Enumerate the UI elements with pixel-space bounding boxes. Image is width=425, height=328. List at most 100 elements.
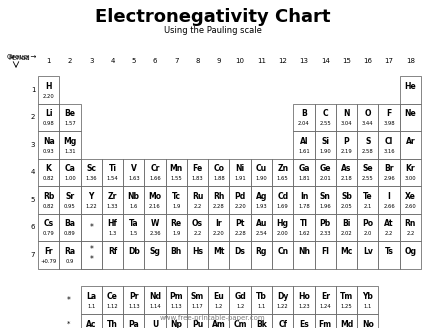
Bar [81,286,102,314]
Text: Tc: Tc [172,192,181,201]
Bar [208,214,230,241]
Bar [357,104,378,131]
Bar [102,158,123,186]
Text: 1.00: 1.00 [64,176,76,181]
Text: Ir: Ir [215,219,222,228]
Text: N: N [343,109,350,118]
Text: www.free-printable-paper.com: www.free-printable-paper.com [160,315,265,321]
Text: S: S [365,137,371,146]
Text: 1.66: 1.66 [149,176,161,181]
Text: Cf: Cf [278,319,287,328]
Text: Na: Na [43,137,54,146]
Text: Ge: Ge [320,164,331,173]
Text: 1.90: 1.90 [255,176,267,181]
Text: +0.79: +0.79 [40,258,57,264]
Text: 1.24: 1.24 [319,304,331,309]
Bar [293,131,314,158]
Text: 1.57: 1.57 [64,121,76,126]
Bar [336,286,357,314]
Bar [251,286,272,314]
Bar [230,241,251,269]
Bar [357,214,378,241]
Text: 0.98: 0.98 [43,121,54,126]
Text: 1.5: 1.5 [130,231,138,236]
Text: 10: 10 [235,58,245,64]
Text: Re: Re [171,219,182,228]
Text: P: P [344,137,349,146]
Bar [123,314,144,328]
Text: Using the Pauling scale: Using the Pauling scale [164,26,261,35]
Text: Yb: Yb [363,292,373,301]
Bar [293,186,314,214]
Bar [336,131,357,158]
Bar [230,158,251,186]
Text: Br: Br [384,164,394,173]
Bar [293,214,314,241]
Bar [123,286,144,314]
Bar [59,104,81,131]
Text: Rg: Rg [256,247,267,256]
Bar [81,214,102,241]
Bar [336,214,357,241]
Text: 2.18: 2.18 [341,176,352,181]
Text: F: F [386,109,392,118]
Text: Be: Be [65,109,75,118]
Text: Period: Period [8,55,30,61]
Text: Lv: Lv [363,247,373,256]
Text: 2.36: 2.36 [149,231,161,236]
Text: 2.19: 2.19 [341,149,352,154]
Text: 1.33: 1.33 [107,204,118,209]
Bar [293,286,314,314]
Bar [251,214,272,241]
Text: Hg: Hg [277,219,289,228]
Text: 18: 18 [406,58,415,64]
Text: 2.00: 2.00 [277,231,289,236]
Text: Pb: Pb [320,219,331,228]
Bar [81,186,102,214]
Text: Np: Np [170,319,182,328]
Text: H: H [45,82,52,91]
Text: Sg: Sg [150,247,161,256]
Bar [314,158,336,186]
Text: 1.61: 1.61 [298,149,310,154]
Bar [166,241,187,269]
Text: In: In [300,192,308,201]
Text: Ne: Ne [405,109,416,118]
Text: Ti: Ti [108,164,116,173]
Bar [59,158,81,186]
Bar [102,286,123,314]
Text: Fm: Fm [319,319,332,328]
Text: 2.55: 2.55 [319,121,331,126]
Bar [357,186,378,214]
Text: 1.25: 1.25 [341,304,352,309]
Bar [123,158,144,186]
Bar [187,241,208,269]
Text: Ac: Ac [86,319,96,328]
Text: 2.96: 2.96 [383,176,395,181]
Text: Cm: Cm [233,319,247,328]
Text: V: V [131,164,137,173]
Text: Fe: Fe [193,164,203,173]
Text: Y: Y [88,192,94,201]
Bar [123,214,144,241]
Bar [166,158,187,186]
Bar [357,131,378,158]
Text: Sb: Sb [341,192,352,201]
Text: Ds: Ds [235,247,246,256]
Bar [272,314,293,328]
Text: Pu: Pu [192,319,203,328]
Text: *
*: * * [89,245,93,264]
Text: 13: 13 [300,58,309,64]
Text: 0.9: 0.9 [66,258,74,264]
Text: *: * [67,296,71,305]
Text: Ni: Ni [235,164,245,173]
Bar [314,241,336,269]
Bar [230,186,251,214]
Text: 2.05: 2.05 [341,204,352,209]
Text: 1.2: 1.2 [236,304,244,309]
Text: Md: Md [340,319,353,328]
Text: 1.36: 1.36 [85,176,97,181]
Bar [378,158,400,186]
Bar [272,241,293,269]
Text: Si: Si [321,137,329,146]
